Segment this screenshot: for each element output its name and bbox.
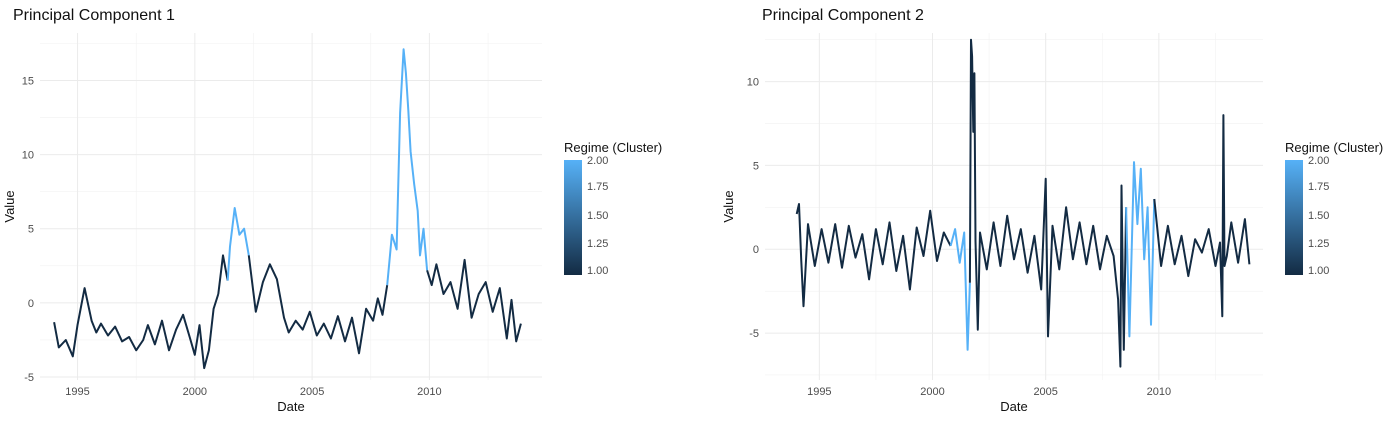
series-line (386, 48, 429, 286)
x-tick-label: 2005 (1033, 386, 1057, 398)
legend-label: 2.00 (1308, 155, 1330, 167)
y-tick-label: 15 (22, 75, 34, 87)
series-line (53, 287, 220, 370)
legend-color-bar (1285, 160, 1303, 275)
series-line (426, 258, 522, 343)
y-tick-label: 0 (28, 298, 34, 310)
legend-label: 1.50 (587, 210, 609, 222)
legend-label: 2.00 (587, 155, 609, 167)
y-tick-label: -5 (24, 372, 34, 384)
series-line (949, 228, 971, 351)
x-tick-label: 2005 (300, 386, 324, 398)
series-line (795, 203, 952, 308)
x-axis-title: Date (277, 399, 304, 414)
y-tick-label: 0 (753, 244, 759, 256)
legend-color-bar (564, 160, 582, 275)
x-tick-label: 1995 (65, 386, 89, 398)
x-tick-label: 2010 (417, 386, 441, 398)
legend-label: 1.00 (587, 265, 609, 277)
legend-label: 1.00 (1308, 265, 1330, 277)
series-line (1153, 114, 1251, 318)
legend-title: Regime (Cluster) (1285, 140, 1384, 155)
legend-label: 1.75 (1308, 181, 1330, 193)
legend-label: 1.25 (587, 238, 609, 250)
y-axis-title: Value (2, 190, 17, 222)
y-tick-label: 5 (28, 224, 34, 236)
y-axis-title: Value (721, 190, 736, 222)
x-tick-label: 2000 (920, 386, 944, 398)
chart-panel-pc1: Principal Component 1 1995 2000 2005 2010 -5… (0, 0, 690, 427)
y-tick-label: 5 (753, 160, 759, 172)
plot-area-pc2: 1995 2000 2005 2010 -5 0 5 10 Date Value (721, 33, 1263, 414)
legend-title: Regime (Cluster) (564, 140, 663, 155)
plot-area-pc1: 1995 2000 2005 2010 -5 0 5 10 15 Date Value (2, 33, 542, 414)
y-tick-label: 10 (747, 77, 759, 89)
series-line (226, 207, 250, 281)
series-line (968, 38, 1128, 368)
series-line (1125, 161, 1156, 338)
chart-title: Principal Component 1 (13, 7, 175, 24)
legend-label: 1.25 (1308, 238, 1330, 250)
chart-title: Principal Component 2 (762, 7, 924, 24)
legend-label: 1.50 (1308, 210, 1330, 222)
x-tick-label: 2000 (183, 386, 207, 398)
series-line (217, 254, 229, 295)
legend-label: 1.75 (587, 181, 609, 193)
x-tick-label: 1995 (807, 386, 831, 398)
y-tick-label: 10 (22, 150, 34, 162)
series-line (247, 255, 389, 355)
x-tick-label: 2010 (1147, 386, 1171, 398)
chart-panel-pc2: Principal Component 2 1995 2000 2005 2010 -5… (720, 0, 1399, 427)
y-tick-label: -5 (749, 328, 759, 340)
x-axis-title: Date (1000, 399, 1027, 414)
